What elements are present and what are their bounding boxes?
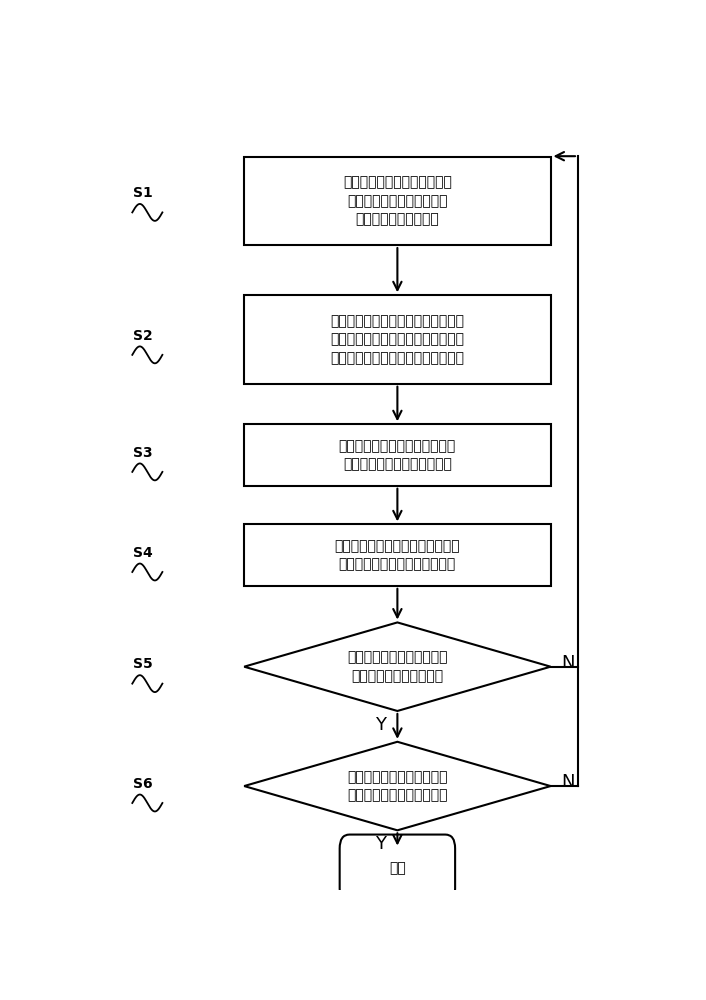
Text: 根据目标图像区域中像素点的坐标和
灰度值，计算出质心坐标，并根据质
心坐标，计算目标图像区域的偏心度: 根据目标图像区域中像素点的坐标和 灰度值，计算出质心坐标，并根据质 心坐标，计算…	[330, 314, 465, 365]
Text: Y: Y	[376, 716, 386, 734]
Text: 检测轮廓点并判断轮廓点的
数量是否达到目标阈值？: 检测轮廓点并判断轮廓点的 数量是否达到目标阈值？	[347, 651, 448, 683]
FancyBboxPatch shape	[244, 524, 551, 586]
Text: 结束: 结束	[389, 861, 406, 875]
Text: N: N	[561, 654, 575, 672]
Text: 以背景的灰度值为二值化阈值，
对当前帧图像进行二值化处理: 以背景的灰度值为二值化阈值， 对当前帧图像进行二值化处理	[339, 439, 456, 471]
Text: S4: S4	[133, 546, 152, 560]
FancyBboxPatch shape	[244, 295, 551, 384]
Text: N: N	[561, 773, 575, 791]
Text: S5: S5	[133, 657, 152, 671]
Text: S2: S2	[133, 329, 152, 343]
Text: S3: S3	[133, 446, 152, 460]
Text: S6: S6	[133, 777, 152, 791]
Text: 确定一个拟合圆，并判断该
拟合圆是否为真实目标圆？: 确定一个拟合圆，并判断该 拟合圆是否为真实目标圆？	[347, 770, 448, 802]
Polygon shape	[244, 622, 551, 711]
Text: 获取目标区域的原始图像后，
根据原始图像中背景的灰度
值，标记目标图像区域: 获取目标区域的原始图像后， 根据原始图像中背景的灰度 值，标记目标图像区域	[343, 175, 452, 226]
Polygon shape	[244, 742, 551, 830]
Text: 根据目标图像区域的偏心度，对经
二值化处理的图像进行腐蚀收缩: 根据目标图像区域的偏心度，对经 二值化处理的图像进行腐蚀收缩	[335, 539, 460, 571]
Text: S1: S1	[133, 186, 152, 200]
FancyBboxPatch shape	[244, 157, 551, 245]
Text: Y: Y	[376, 835, 386, 853]
FancyBboxPatch shape	[244, 424, 551, 486]
FancyBboxPatch shape	[340, 835, 455, 902]
